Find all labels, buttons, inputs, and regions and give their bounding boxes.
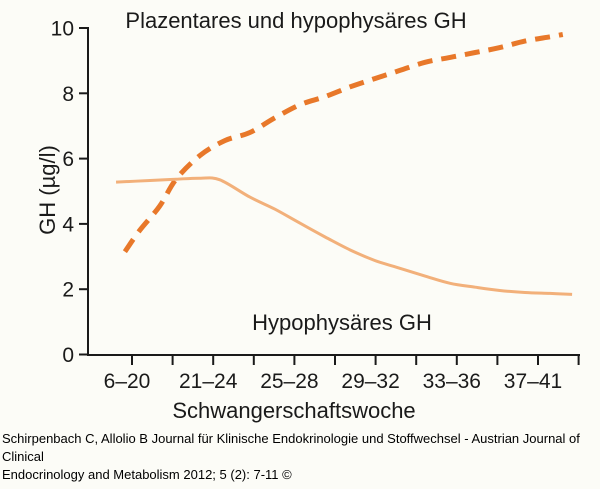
citation-line-2: Endocrinology and Metabolism 2012; 5 (2)… (2, 467, 292, 482)
y-tick-label: 6 (62, 148, 74, 171)
y-axis-label: GH (µg/l) (35, 145, 60, 235)
x-tick-label: 37–41 (504, 370, 562, 393)
chart-title: Plazentares und hypophysäres GH (125, 8, 466, 33)
y-tick-label: 8 (62, 83, 74, 106)
x-tick-label: 25–28 (260, 370, 318, 393)
axes: 0 2 4 6 8 10 6–20 21–24 25–28 29–32 33–36 37–41 (51, 18, 580, 393)
gh-chart: Plazentares und hypophysäres GH GH (µg/l… (35, 8, 580, 423)
curves (115, 32, 573, 296)
x-tick-label: 33–36 (423, 370, 481, 393)
y-tick-label: 0 (62, 344, 74, 367)
pituitary-gh-curve (115, 176, 573, 296)
citation-line-1: Schirpenbach C, Allolio B Journal für Kl… (2, 431, 580, 464)
pituitary-gh-annotation: Hypophysäres GH (252, 310, 432, 335)
x-tick-label: 21–24 (179, 370, 238, 393)
x-tick-label: 29–32 (341, 370, 399, 393)
x-tick-label: 6–20 (104, 370, 151, 393)
y-tick-label: 2 (62, 279, 74, 302)
x-axis-label: Schwangerschaftswoche (172, 398, 415, 423)
placental-gh-curve (122, 32, 564, 254)
citation-caption: Schirpenbach C, Allolio B Journal für Kl… (2, 430, 598, 484)
y-tick-label: 10 (51, 18, 74, 41)
y-tick-label: 4 (62, 213, 74, 236)
